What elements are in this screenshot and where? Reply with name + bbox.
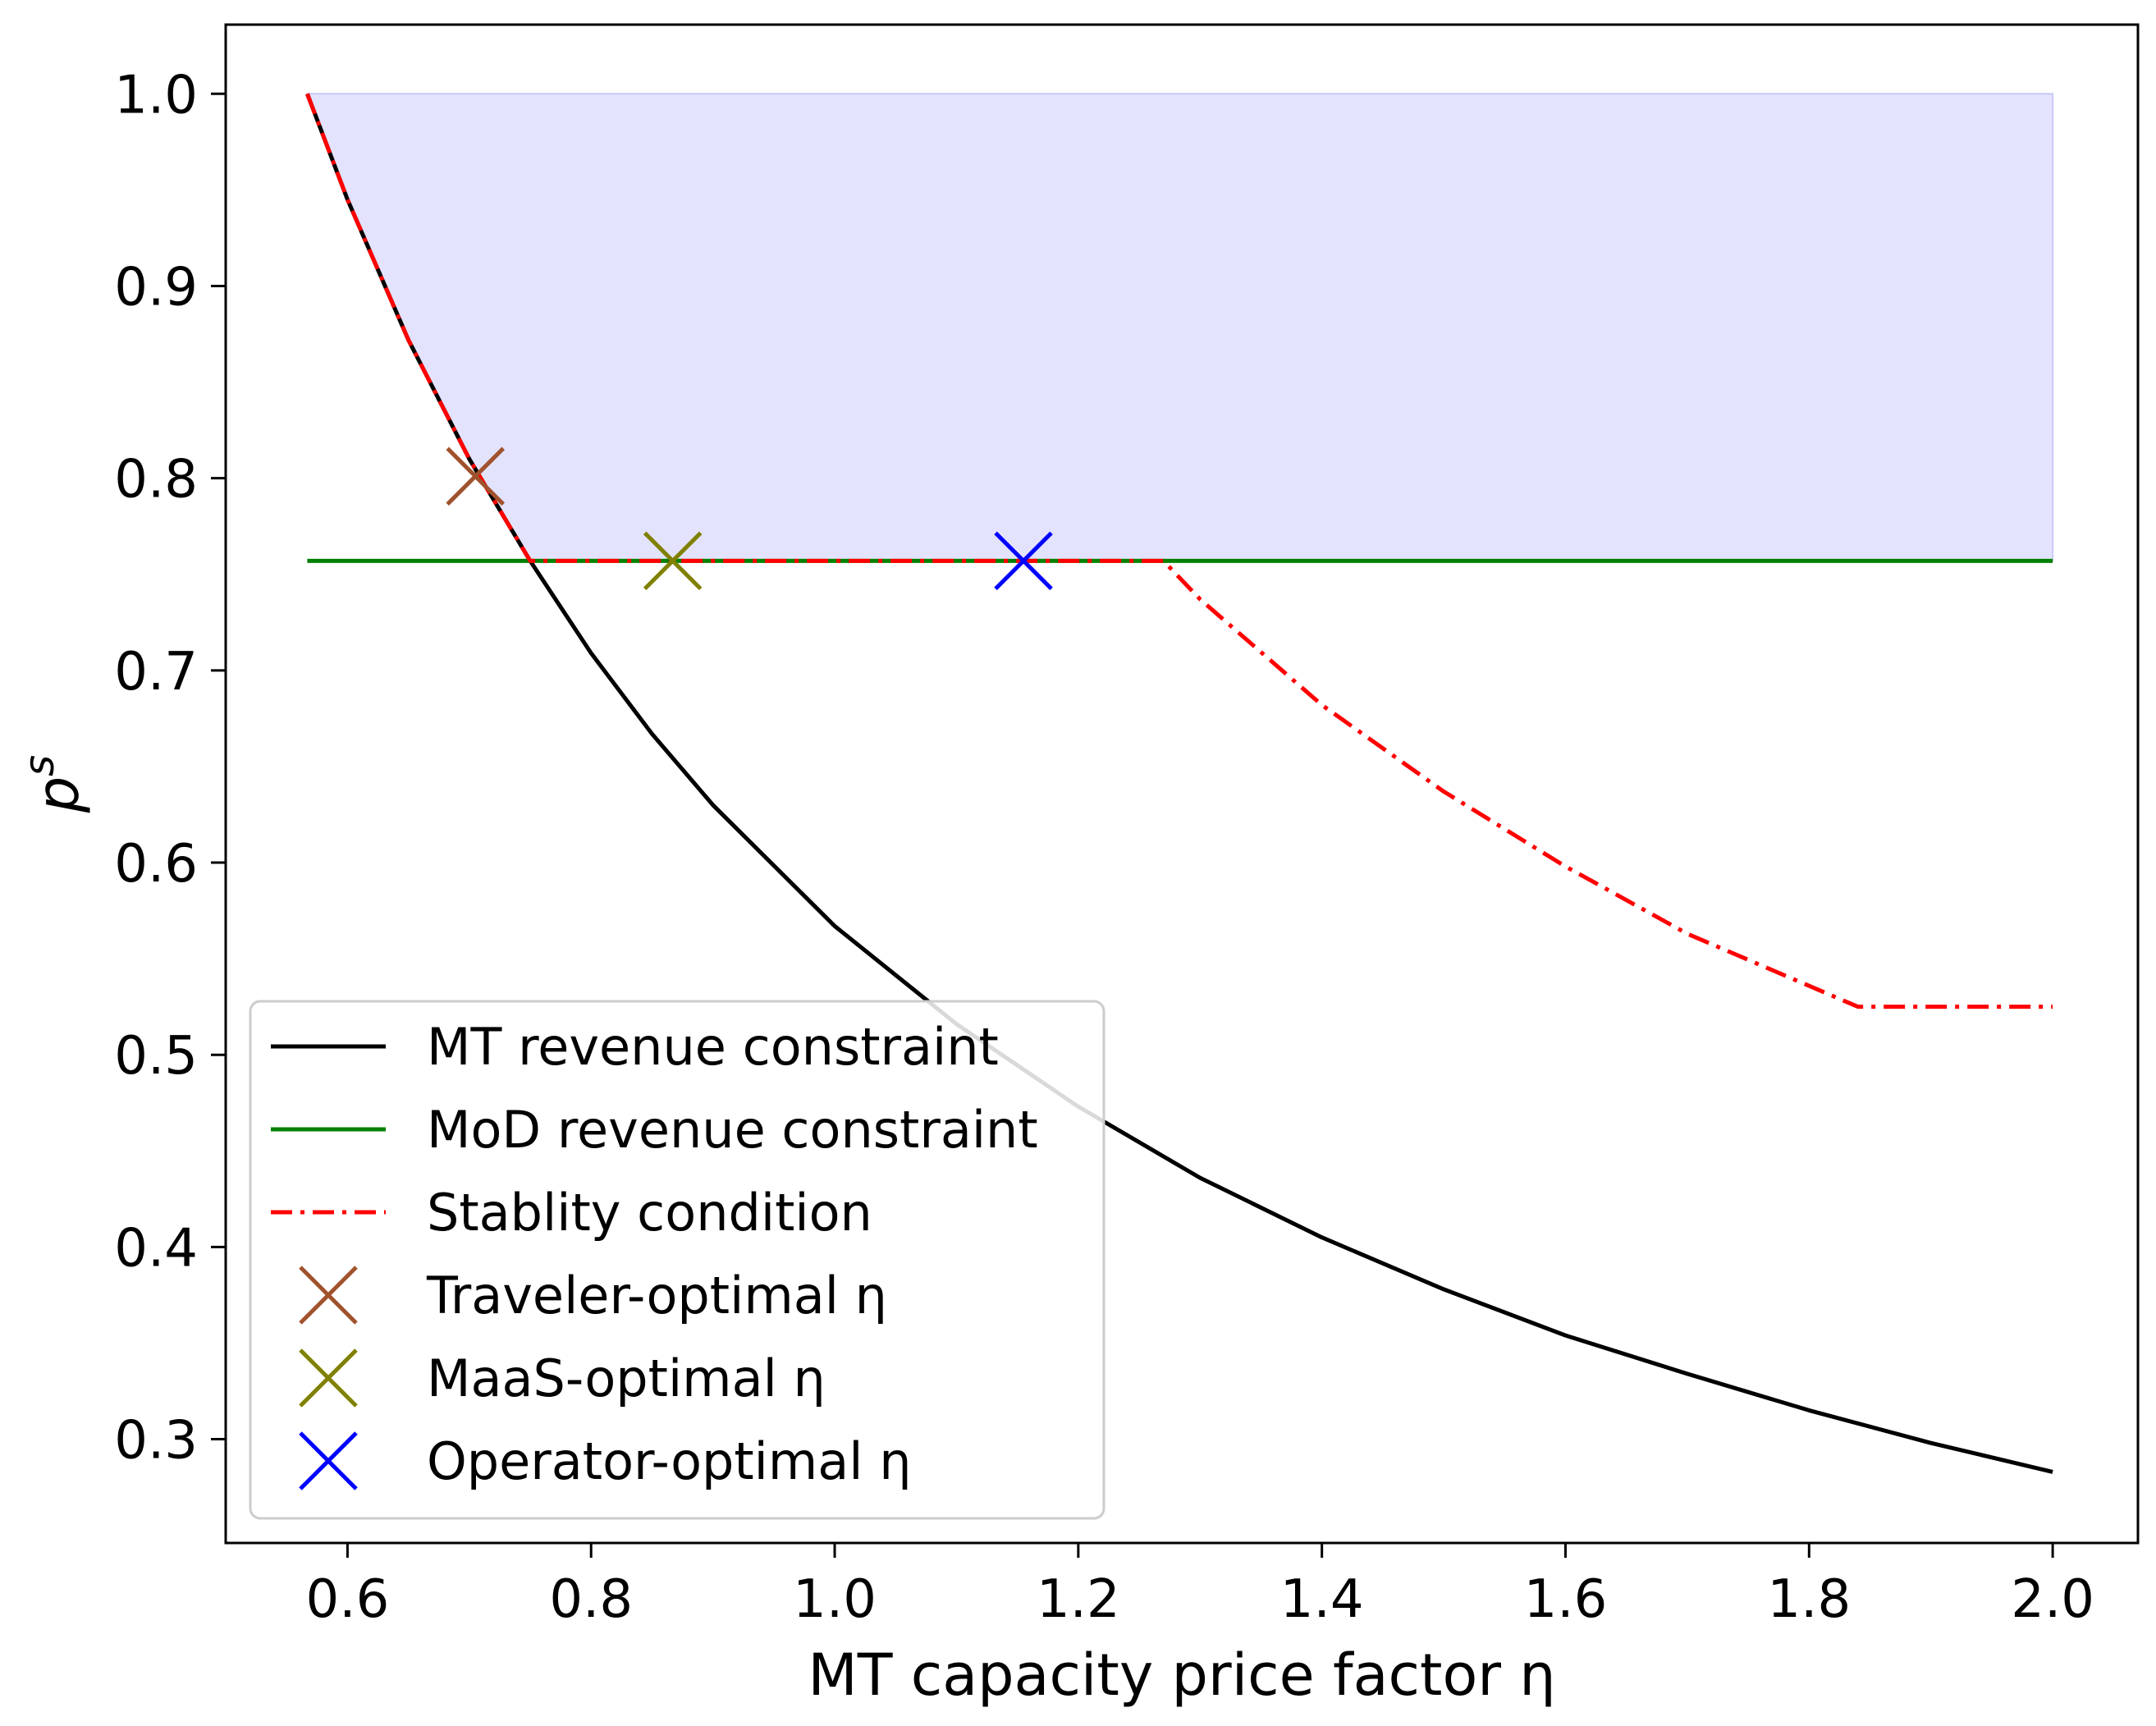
y-tick-label: 0.7 [114,642,198,703]
legend-label-0: MT revenue constraint [427,1017,999,1077]
optimal-marker-0 [446,446,506,506]
legend-label-marker-0: Traveler-optimal η [426,1266,887,1325]
y-axis-label: ps [16,755,92,814]
y-tick-label: 0.6 [114,834,198,895]
y-tick-label: 0.5 [114,1026,198,1087]
optimal-marker-1 [643,531,703,591]
axes-frame [224,23,2140,1545]
legend-marker-0 [299,1266,358,1325]
y-tick-label: 0.8 [114,450,198,510]
legend-label-marker-2: Operator-optimal η [427,1431,912,1491]
axes: 0.6 0.8 1.0 1.2 1.4 1.6 1.8 2.0 0.3 0.4 0.5 0.6 0.7 0… [16,23,2140,1709]
legend-label-marker-1: MaaS-optimal η [427,1348,826,1408]
legend-box [249,1000,1105,1520]
x-tick-label: 1.4 [1280,1569,1364,1630]
feasible-region [305,93,2054,562]
x-axis-label: MT capacity price factor η [808,1641,1555,1709]
legend-label-1: MoD revenue constraint [427,1100,1038,1160]
y-tick-label: 0.3 [114,1411,198,1472]
legend: MT revenue constraint MoD revenue constra… [249,1000,1105,1520]
x-tick-label: 0.8 [549,1569,633,1630]
x-tick-label: 0.6 [306,1569,390,1630]
x-tick-label: 1.2 [1037,1569,1120,1630]
legend-marker-2 [299,1431,358,1490]
y-tick-label: 1.0 [114,65,198,126]
x-tick-label: 2.0 [2011,1569,2094,1630]
legend-marker-1 [299,1348,358,1408]
optimal-marker-2 [994,531,1053,591]
y-tick-label: 0.4 [114,1218,198,1279]
legend-label-2: Stablity condition [427,1183,872,1243]
x-tick-label: 1.6 [1524,1569,1608,1630]
y-tick-label: 0.9 [114,257,198,318]
series-line-2 [305,93,2053,1010]
x-tick-label: 1.8 [1767,1569,1851,1630]
x-tick-label: 1.0 [793,1569,877,1630]
